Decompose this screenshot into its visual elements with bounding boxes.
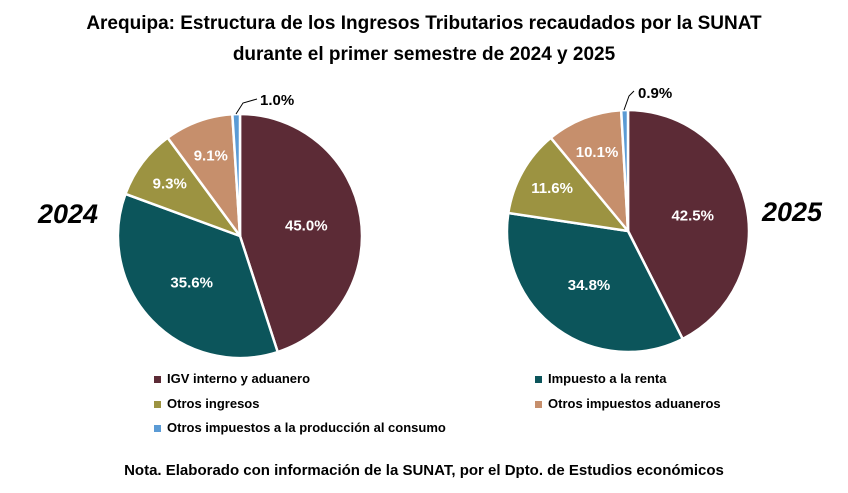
legend-label: Otros ingresos xyxy=(167,396,260,411)
data-label-otros-ingresos: 11.6% xyxy=(531,180,573,197)
legend-swatch xyxy=(535,400,542,408)
pie-2024: 45.0% 35.6% 9.3% 9.1% 1.0% xyxy=(116,92,364,360)
pie-slice-igv xyxy=(238,112,364,354)
data-label-otros-ingresos: 9.3% xyxy=(153,175,187,192)
data-label-igv: 42.5% xyxy=(671,208,714,225)
legend-item-impuesto-renta: Impuesto a la renta xyxy=(535,371,666,387)
year-label-2025: 2025 xyxy=(762,197,823,227)
leader-line xyxy=(235,98,258,115)
data-label-otros-aduaneros: 9.1% xyxy=(194,148,228,165)
leader-line xyxy=(623,90,635,111)
legend-item-otros-ingresos: Otros ingresos xyxy=(154,396,259,412)
chart-title-line-1: Arequipa: Estructura de los Ingresos Tri… xyxy=(86,13,762,34)
legend-label: Otros impuestos aduaneros xyxy=(548,396,721,411)
legend-item-otros-produccion: Otros impuestos a la producción al consu… xyxy=(154,420,446,436)
pie-slice-otros-produccion xyxy=(619,108,630,233)
pie-slice-impuesto-renta xyxy=(505,211,684,354)
pie-slice-impuesto-renta xyxy=(116,192,279,360)
year-label-2024: 2024 xyxy=(38,199,99,229)
legend-label: IGV interno y aduanero xyxy=(167,371,311,386)
legend-label: Impuesto a la renta xyxy=(548,371,667,386)
legend-swatch xyxy=(535,375,542,383)
data-label-igv: 45.0% xyxy=(285,218,328,235)
data-label-otros-produccion: 0.9% xyxy=(638,85,672,102)
data-label-impuesto-renta: 34.8% xyxy=(568,277,611,294)
chart-title-line-2: durante el primer semestre de 2024 y 202… xyxy=(232,44,616,65)
source-note: Nota. Elaborado con información de la SU… xyxy=(124,462,724,479)
legend-swatch xyxy=(154,375,161,383)
pie-slice-otros-aduaneros xyxy=(549,108,630,233)
data-label-impuesto-renta: 35.6% xyxy=(170,275,213,292)
pie-slice-otros-ingresos xyxy=(507,136,630,233)
legend-item-igv: IGV interno y aduanero xyxy=(154,371,310,387)
legend-swatch xyxy=(154,400,161,408)
legend-swatch xyxy=(154,424,161,432)
legend-label: Otros impuestos a la producción al consu… xyxy=(167,420,446,435)
pie-slice-igv xyxy=(626,108,751,341)
pie-2025: 42.5% 34.8% 11.6% 10.1% 0.9% xyxy=(505,85,751,354)
data-label-otros-produccion: 1.0% xyxy=(260,92,294,109)
data-label-otros-aduaneros: 10.1% xyxy=(576,144,619,161)
legend-item-otros-aduaneros: Otros impuestos aduaneros xyxy=(535,396,721,412)
